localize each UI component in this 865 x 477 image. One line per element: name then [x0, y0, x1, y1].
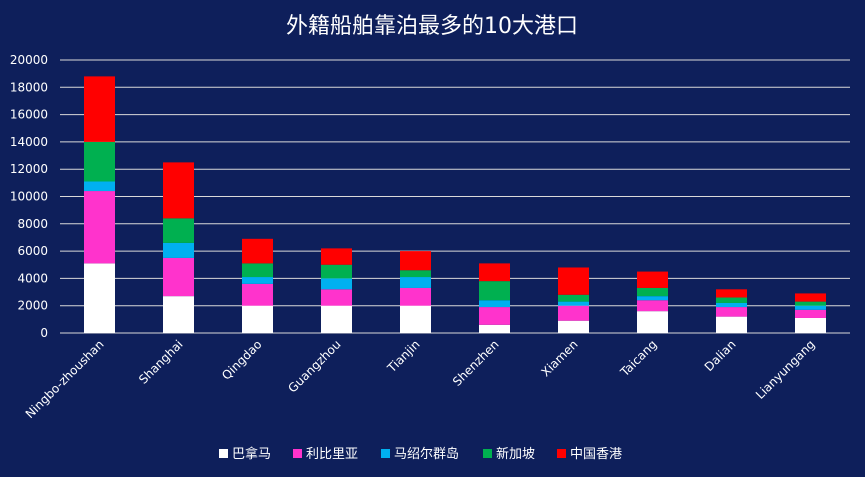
bar-segment	[479, 307, 510, 325]
bar-segment	[242, 277, 273, 284]
y-tick-label: 2000	[17, 299, 48, 313]
x-tick-label: Qingdao	[219, 337, 264, 382]
y-tick-label: 12000	[10, 162, 48, 176]
bar-segment	[795, 317, 826, 333]
x-axis: Ningbo-zhoushan Shanghai Qingdao Guangzhou T…	[23, 337, 818, 421]
bar-segment	[479, 281, 510, 301]
bar-segment	[242, 263, 273, 278]
legend-label: 利比里亚	[306, 447, 358, 462]
bar-segment	[795, 305, 826, 310]
bar-segment	[84, 181, 115, 192]
bar-segment	[637, 296, 668, 301]
y-tick-label: 16000	[10, 108, 48, 122]
bar-segment	[716, 316, 747, 333]
bar-segment	[795, 309, 826, 318]
x-tick-label: Dalian	[702, 337, 739, 374]
bar-segment	[558, 267, 589, 295]
bar-segment	[84, 263, 115, 333]
legend-swatch	[293, 449, 302, 458]
bars	[84, 76, 826, 333]
x-tick-label: Shanghai	[136, 337, 186, 387]
legend-swatch	[557, 449, 566, 458]
bar-segment	[479, 300, 510, 308]
bar-segment	[716, 302, 747, 308]
bar-segment	[400, 270, 431, 278]
bar-segment	[321, 289, 352, 306]
x-tick-label: Ningbo-zhoushan	[23, 337, 107, 421]
bar-segment	[637, 300, 668, 312]
bar-segment	[321, 248, 352, 265]
bar-segment	[84, 141, 115, 182]
bar-segment	[558, 320, 589, 333]
bar-segment	[400, 287, 431, 306]
bar-segment	[558, 301, 589, 306]
bar-segment	[716, 289, 747, 298]
bar-segment	[321, 305, 352, 333]
bar-segment	[400, 251, 431, 271]
y-tick-label: 20000	[10, 53, 48, 67]
bar-segment	[163, 162, 194, 219]
x-tick-label: Taicang	[617, 337, 660, 380]
bar-segment	[163, 218, 194, 243]
x-tick-label: Lianyungang	[753, 337, 818, 402]
bar-segment	[321, 264, 352, 279]
bar-segment	[242, 305, 273, 333]
y-tick-label: 0	[40, 326, 48, 340]
legend-label: 中国香港	[570, 447, 622, 462]
bar-segment	[479, 324, 510, 333]
bar-segment	[400, 305, 431, 333]
bar-segment	[637, 271, 668, 288]
y-tick-label: 10000	[10, 190, 48, 204]
legend: 巴拿马 利比里亚 马绍尔群岛 新加坡 中国香港	[219, 446, 622, 462]
bar-segment	[400, 277, 431, 288]
bar-segment	[84, 76, 115, 142]
chart-title: 外籍船舶靠泊最多的10大港口	[286, 14, 578, 39]
bar-segment	[321, 278, 352, 290]
y-tick-label: 6000	[17, 244, 48, 258]
legend-swatch	[483, 449, 492, 458]
legend-label: 马绍尔群岛	[394, 446, 459, 462]
bar-segment	[637, 287, 668, 297]
legend-swatch	[219, 449, 228, 458]
legend-swatch	[381, 449, 390, 458]
y-axis: 0 2000 4000 6000 8000 10000 12000 14000 16000 180…	[10, 53, 48, 340]
bar-segment	[163, 242, 194, 258]
y-tick-label: 18000	[10, 80, 48, 94]
legend-label: 巴拿马	[232, 446, 271, 462]
y-tick-label: 14000	[10, 135, 48, 149]
bar-segment	[242, 238, 273, 264]
bar-segment	[558, 305, 589, 321]
bar-segment	[716, 307, 747, 317]
x-tick-label: Tianjin	[384, 337, 423, 376]
bar-segment	[716, 297, 747, 303]
bar-segment	[242, 283, 273, 306]
x-tick-label: Shenzhen	[450, 337, 502, 389]
bar-segment	[163, 296, 194, 333]
y-tick-label: 4000	[17, 271, 48, 285]
bar-segment	[795, 301, 826, 306]
bar-segment	[84, 191, 115, 264]
legend-label: 新加坡	[496, 446, 535, 462]
bar-segment	[558, 294, 589, 302]
bar-segment	[637, 311, 668, 333]
x-tick-label: Xiamen	[538, 337, 580, 379]
bar-segment	[163, 257, 194, 297]
x-tick-label: Guangzhou	[285, 337, 343, 395]
bar-segment	[795, 293, 826, 302]
bar-segment	[479, 263, 510, 282]
y-tick-label: 8000	[17, 217, 48, 231]
